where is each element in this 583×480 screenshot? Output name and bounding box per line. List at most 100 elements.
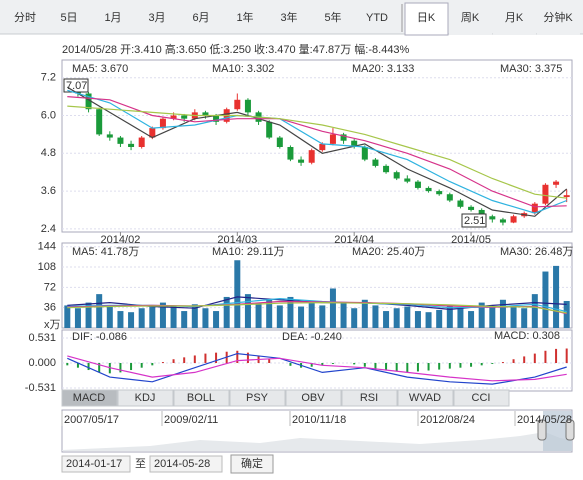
candle-body — [287, 147, 294, 160]
tab[interactable] — [224, 3, 266, 31]
y-tick-label: 6.0 — [41, 109, 56, 121]
candle-body — [372, 159, 379, 166]
candle-body — [340, 134, 347, 141]
tab[interactable] — [180, 3, 222, 31]
ktab-label: 分钟K — [543, 10, 573, 24]
legend-entry: MA10: 29.11万 — [212, 246, 285, 258]
y-tick-label: 36 — [44, 302, 56, 314]
indicator-tab[interactable] — [229, 389, 286, 407]
volume-bar — [446, 305, 453, 328]
volume-bar — [531, 294, 538, 328]
confirm-button[interactable] — [230, 454, 274, 474]
legend-entry: MA20: 3.133 — [352, 63, 414, 75]
candle-body — [234, 99, 241, 110]
volume-bar — [74, 308, 81, 328]
navigator-history — [62, 432, 572, 451]
indicator-tab[interactable] — [453, 389, 510, 407]
volume-bar — [85, 302, 92, 328]
x-tick-label: 2014/03 — [217, 234, 257, 246]
tab-label: 3年 — [280, 10, 297, 24]
y-tick-label: 7.2 — [41, 72, 56, 84]
candle-body — [383, 165, 390, 173]
navigator-handle[interactable] — [537, 419, 547, 441]
volume-bar — [202, 308, 209, 328]
volume-frame — [61, 242, 573, 329]
volume-bar — [138, 308, 145, 328]
candle-body — [319, 143, 326, 151]
ktab[interactable] — [404, 2, 449, 36]
annotation-box — [461, 213, 487, 228]
volume-bar — [499, 299, 506, 328]
candle-body — [181, 115, 188, 119]
indicator-tab[interactable] — [341, 389, 398, 407]
date-input[interactable] — [149, 455, 223, 473]
indicator-tab[interactable] — [397, 389, 454, 407]
indicator-tab[interactable] — [285, 389, 342, 407]
indicator-tab[interactable] — [173, 389, 230, 407]
indicator-tab-label: WVAD — [409, 392, 441, 404]
volume-bar — [64, 305, 71, 328]
volume-bar — [383, 311, 390, 328]
indicator-tab-label: BOLL — [187, 392, 215, 404]
legend-entry: MA30: 3.375 — [500, 63, 562, 75]
candle-body — [106, 134, 113, 138]
date-from: 2014-01-17 — [66, 458, 122, 470]
y-tick-label: 72 — [44, 281, 56, 293]
candle-body — [329, 134, 336, 144]
candle-body — [457, 200, 464, 207]
tab[interactable] — [356, 3, 398, 31]
volume-bar — [372, 305, 379, 328]
indicator-tab[interactable] — [117, 389, 174, 407]
tab-label: 3月 — [148, 12, 165, 24]
ktab[interactable] — [449, 3, 492, 35]
candle-body — [414, 181, 421, 188]
candle-body — [149, 128, 156, 138]
volume-bar — [287, 296, 294, 328]
candle-body — [159, 118, 166, 129]
tab-label: 分时 — [14, 11, 36, 24]
ma-line — [66, 86, 568, 217]
navigator-handle[interactable] — [565, 419, 575, 441]
navigator-date: 2014/05/28 — [517, 414, 572, 426]
volume-bar — [553, 265, 560, 328]
legend-entry: DIF: -0.086 — [72, 331, 127, 343]
tab[interactable] — [92, 3, 134, 31]
ktab[interactable] — [537, 3, 580, 35]
info-line: 2014/05/28 开:3.410 高:3.650 低:3.250 收:3.4… — [62, 42, 410, 56]
y-tick-label: 2.4 — [41, 223, 56, 235]
ma-line — [67, 96, 567, 208]
tab[interactable] — [4, 3, 46, 31]
ktab[interactable] — [493, 3, 536, 35]
volume-bar — [404, 306, 411, 328]
candle-body — [553, 181, 560, 185]
indicator-tab[interactable] — [61, 389, 118, 407]
tab[interactable] — [312, 3, 354, 31]
candle-body — [404, 178, 411, 182]
volume-bar — [489, 306, 496, 328]
tab[interactable] — [268, 3, 310, 31]
indicator-tab-label: KDJ — [135, 392, 156, 404]
volume-bar — [149, 305, 156, 328]
volume-bar — [542, 271, 549, 328]
date-input[interactable] — [61, 455, 131, 473]
volume-bar — [223, 296, 230, 328]
volume-bar — [393, 308, 400, 328]
volume-bar — [128, 312, 135, 328]
y-tick-label: 3.6 — [41, 185, 56, 197]
candle-body — [542, 184, 549, 204]
legend-entry: MA5: 41.78万 — [72, 246, 139, 258]
legend-entry: MA30: 26.48万 — [500, 246, 573, 258]
volume-bar — [234, 260, 241, 328]
candle-body — [361, 147, 368, 160]
price-frame — [61, 59, 573, 233]
indicator-tab-label: CCI — [472, 392, 491, 404]
tab-label: 1月 — [104, 12, 121, 24]
candle-body — [85, 93, 92, 110]
navigator-date: 2007/05/17 — [64, 414, 119, 426]
tab-label: YTD — [366, 12, 388, 24]
tab[interactable] — [48, 3, 90, 31]
tab[interactable] — [136, 3, 178, 31]
x-tick-label: 2014/04 — [334, 234, 374, 246]
y-tick-label: 0.531 — [28, 332, 56, 344]
